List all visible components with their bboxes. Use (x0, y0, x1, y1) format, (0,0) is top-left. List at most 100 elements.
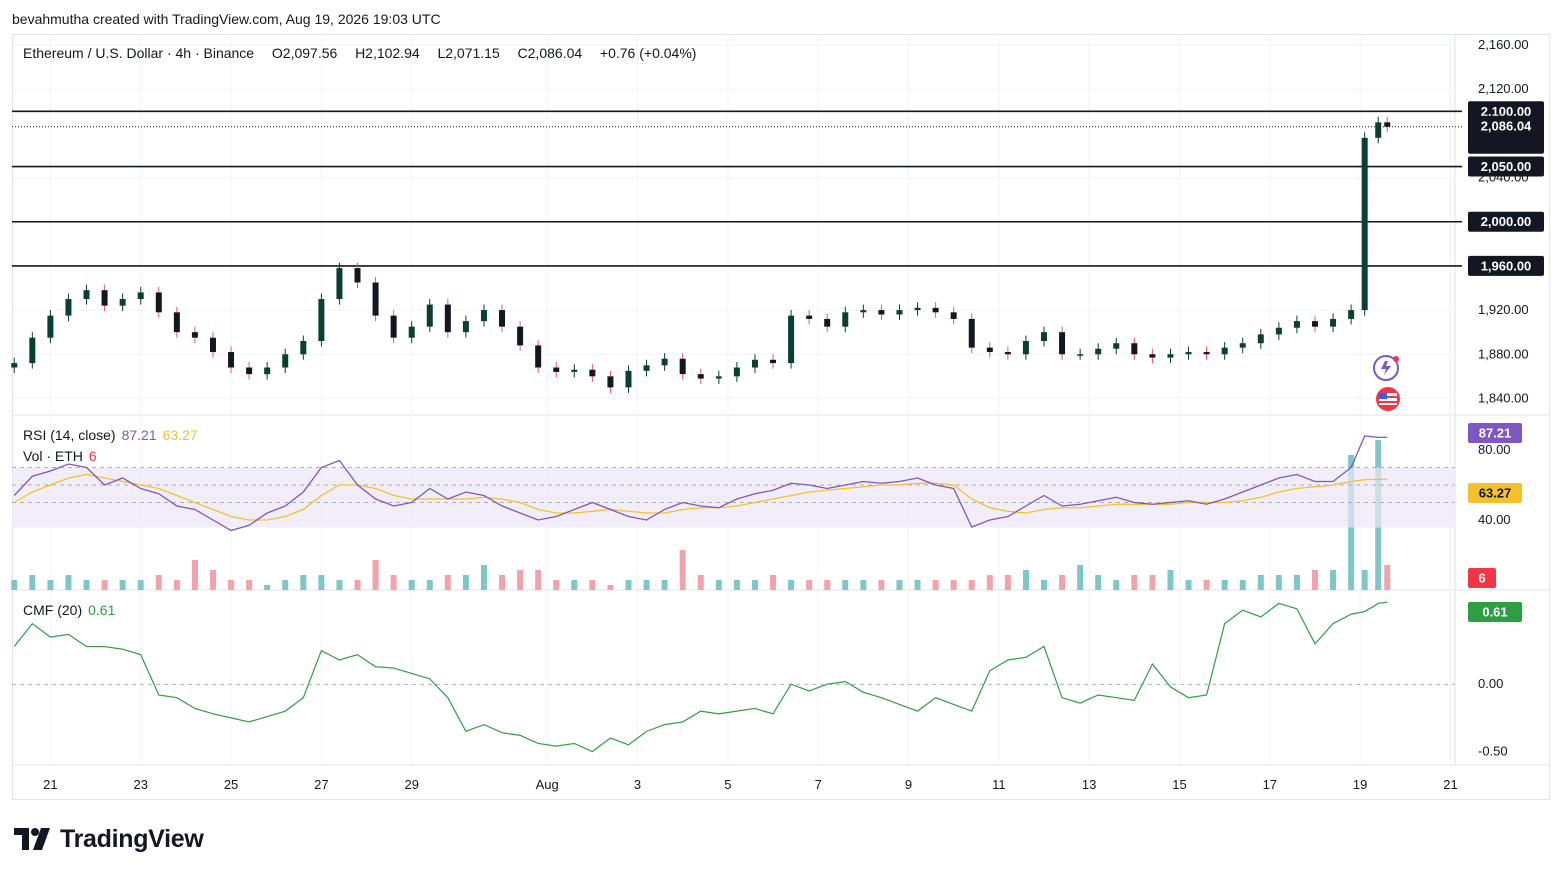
time-tick-label: 19 (1353, 777, 1367, 792)
volume-bar (950, 580, 957, 590)
volume-bar (932, 580, 939, 590)
chart-credit: bevahmutha created with TradingView.com,… (12, 11, 441, 27)
candle-body (336, 268, 343, 300)
volume-value: 6 (88, 448, 97, 464)
time-tick-label: 21 (1443, 777, 1457, 792)
volume-bar (372, 560, 379, 590)
volume-bar (751, 580, 758, 590)
candle-body (137, 292, 144, 300)
candle-body (444, 304, 451, 333)
volume-bar (715, 580, 722, 590)
volume-bar (264, 585, 271, 590)
volume-bar (119, 580, 126, 590)
cmf-label: CMF (20) (23, 602, 83, 618)
candle-body (697, 374, 704, 379)
candle-body (426, 304, 433, 327)
candle-body (372, 282, 379, 316)
candle-body (968, 318, 975, 348)
price-level-badge: 2,000.00 (1481, 214, 1532, 229)
volume-legend[interactable]: Vol · ETH 6 (23, 448, 97, 464)
candle-body (589, 369, 596, 377)
rsi-band (12, 467, 1455, 528)
time-tick-label: 29 (404, 777, 418, 792)
candle-body (1131, 343, 1138, 355)
volume-bar (83, 580, 90, 590)
countdown-label: 56:40 (1482, 136, 1515, 151)
volume-bar (246, 580, 253, 590)
volume-label: Vol · ETH (23, 448, 83, 464)
candle-body (1095, 348, 1102, 355)
candle-body (607, 376, 614, 388)
volume-bar (1330, 570, 1337, 590)
volume-bar (1221, 580, 1228, 590)
volume-bar (571, 580, 578, 590)
candle-body (715, 376, 722, 379)
candle-body (1293, 321, 1300, 328)
chart-frame[interactable] (12, 34, 1550, 800)
candle-body (1203, 352, 1210, 355)
volume-bar (517, 570, 524, 590)
volume-bar (1361, 570, 1368, 590)
volume-bar (896, 580, 903, 590)
volume-bar (29, 575, 36, 590)
volume-badge-bg (1468, 568, 1496, 588)
volume-bar (535, 570, 542, 590)
candle-body (191, 332, 198, 338)
candle-body (806, 315, 813, 319)
volume-bar (770, 575, 777, 590)
cmf-value-badge-bg (1468, 602, 1522, 622)
volume-bar (1095, 575, 1102, 590)
rsi-tick-label: 40.00 (1478, 512, 1511, 527)
volume-bar (336, 580, 343, 590)
rsi-value-badge: 87.21 (1479, 426, 1512, 441)
price-level-badge: 1,960.00 (1481, 258, 1532, 273)
volume-bar (499, 575, 506, 590)
price-tick-label: 2,160.00 (1478, 37, 1529, 52)
price-tick-label: 1,920.00 (1478, 302, 1529, 317)
volume-bar (173, 580, 180, 590)
candle-body (733, 367, 740, 377)
volume-bar (228, 580, 235, 590)
time-tick-label: 27 (314, 777, 328, 792)
volume-bar (914, 580, 921, 590)
candle-body (860, 310, 867, 313)
candle-body (824, 318, 831, 327)
rsi-legend[interactable]: RSI (14, close) 87.21 63.27 (23, 427, 198, 443)
candle-body (770, 359, 777, 364)
flash-icon[interactable] (1373, 355, 1399, 381)
candle-body (47, 315, 54, 338)
candle-body (571, 369, 578, 372)
candle-body (1077, 354, 1084, 356)
volume-bar (444, 575, 451, 590)
volume-bar (824, 580, 831, 590)
candle-body (1059, 332, 1066, 355)
candle-body (282, 354, 289, 368)
us-flag-icon[interactable] (1376, 387, 1400, 411)
cmf-value-badge: 0.61 (1482, 605, 1507, 620)
symbol-label[interactable]: Ethereum / U.S. Dollar · 4h · Binance (23, 45, 255, 61)
candle-body (751, 359, 758, 368)
close-value: C2,086.04 (517, 45, 583, 61)
candle-body (264, 367, 271, 375)
price-level-badge-bg (1468, 156, 1544, 177)
price-level-badge-bg (1468, 255, 1544, 276)
candle-body (1185, 352, 1192, 355)
rsi-line (13, 435, 1388, 532)
candle-body (1348, 310, 1355, 319)
candle-body (643, 365, 650, 371)
candle-body (11, 363, 18, 368)
cmf-legend[interactable]: CMF (20) 0.61 (23, 602, 115, 618)
time-tick-label: 15 (1172, 777, 1186, 792)
candle-body (83, 290, 90, 300)
price-level-badge: 2,050.00 (1481, 159, 1532, 174)
candle-body (932, 307, 939, 313)
candle-body (1257, 334, 1264, 344)
time-tick-label: 21 (43, 777, 57, 792)
rsi-ma-badge: 63.27 (1479, 486, 1512, 501)
candle-body (1022, 341, 1029, 355)
candle-body (173, 312, 180, 333)
tradingview-logo[interactable]: TradingView (14, 824, 204, 854)
rsi-ma-value: 63.27 (162, 427, 198, 443)
price-level-badge: 2,100.00 (1481, 104, 1532, 119)
